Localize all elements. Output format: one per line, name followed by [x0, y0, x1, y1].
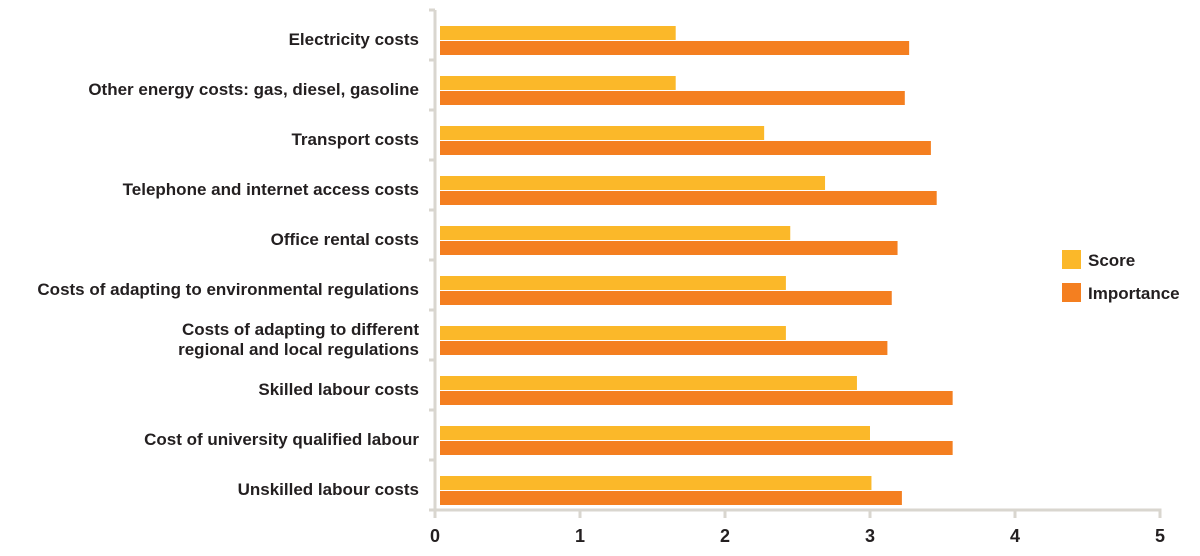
category-label: Transport costs	[291, 130, 419, 149]
bar-importance-9	[440, 491, 902, 505]
bar-importance-0	[440, 41, 910, 55]
legend-label-score: Score	[1088, 251, 1135, 270]
x-tick-label: 4	[1010, 526, 1020, 546]
category-label: Office rental costs	[271, 230, 419, 249]
bar-importance-1	[440, 91, 905, 105]
bar-score-3	[440, 176, 826, 190]
category-labels: Electricity costs Other energy costs: gas…	[37, 30, 419, 499]
tick-labels: 0 1 2 3 4 5	[430, 526, 1165, 546]
legend-swatch-score	[1062, 250, 1081, 269]
x-tick-label: 2	[720, 526, 730, 546]
bar-score-7	[440, 376, 857, 390]
bar-score-8	[440, 426, 870, 440]
bar-importance-6	[440, 341, 888, 355]
category-label: Telephone and internet access costs	[123, 180, 419, 199]
bar-importance-4	[440, 241, 898, 255]
category-label: Costs of adapting to environmental regul…	[37, 280, 419, 299]
bar-score-0	[440, 26, 676, 40]
bar-score-9	[440, 476, 872, 490]
x-tick-label: 1	[575, 526, 585, 546]
bar-importance-3	[440, 191, 937, 205]
category-label: Skilled labour costs	[258, 380, 419, 399]
legend-swatch-importance	[1062, 283, 1081, 302]
category-label: Electricity costs	[289, 30, 419, 49]
category-label: Unskilled labour costs	[238, 480, 419, 499]
x-tick-label: 0	[430, 526, 440, 546]
bar-score-2	[440, 126, 765, 140]
bar-score-5	[440, 276, 786, 290]
bar-importance-7	[440, 391, 953, 405]
bars-layer	[440, 26, 953, 505]
legend: Score Importance	[1062, 250, 1180, 303]
bar-importance-8	[440, 441, 953, 455]
bar-score-6	[440, 326, 786, 340]
bar-score-4	[440, 226, 791, 240]
x-tick-label: 3	[865, 526, 875, 546]
category-label: Costs of adapting to different regional a…	[178, 320, 419, 359]
bar-importance-5	[440, 291, 892, 305]
bar-score-1	[440, 76, 676, 90]
bar-importance-2	[440, 141, 931, 155]
x-tick-label: 5	[1155, 526, 1165, 546]
axis-layer	[429, 8, 1162, 518]
legend-label-importance: Importance	[1088, 284, 1180, 303]
category-label: Cost of university qualified labour	[144, 430, 419, 449]
category-label: Other energy costs: gas, diesel, gasolin…	[88, 80, 419, 99]
